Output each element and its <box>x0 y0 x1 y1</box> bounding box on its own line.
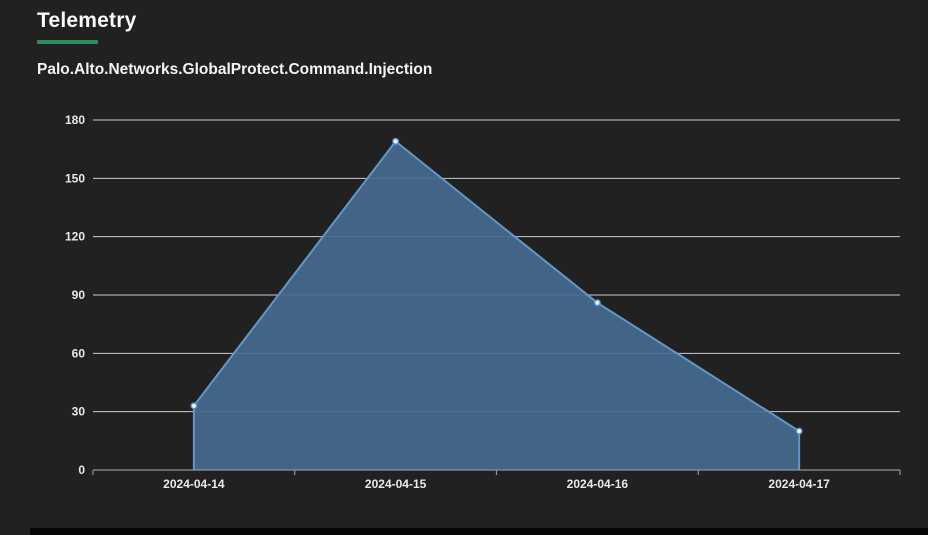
bottom-edge-bar <box>30 528 928 535</box>
data-point-marker[interactable] <box>392 137 400 145</box>
title-accent-underline <box>37 40 98 44</box>
area-series-outline <box>192 140 801 470</box>
page-title: Telemetry <box>37 9 137 32</box>
area-series-fill <box>193 141 800 470</box>
x-axis-tick-label: 2024-04-14 <box>163 477 225 491</box>
y-axis-tick-label: 0 <box>78 463 85 477</box>
y-axis-tick-label: 180 <box>65 113 85 127</box>
x-axis-tick-label: 2024-04-17 <box>768 477 830 491</box>
y-axis-tick-label: 30 <box>72 405 86 419</box>
data-point-marker[interactable] <box>795 427 803 435</box>
data-point-marker[interactable] <box>190 402 198 410</box>
chart-title: Palo.Alto.Networks.GlobalProtect.Command… <box>37 61 433 78</box>
y-axis-tick-label: 120 <box>65 230 85 244</box>
y-axis-tick-label: 90 <box>72 288 86 302</box>
data-point-marker[interactable] <box>593 299 601 307</box>
panel-header: Telemetry <box>37 9 136 44</box>
x-axis-tick-label: 2024-04-15 <box>365 477 427 491</box>
y-axis-tick-label: 150 <box>65 171 85 185</box>
x-axis-tick-label: 2024-04-16 <box>567 477 629 491</box>
telemetry-chart: 0 30 60 90 120 150 180 2024-04-14 2024-04-15 2024… <box>65 113 901 491</box>
y-axis-tick-label: 60 <box>72 346 86 360</box>
